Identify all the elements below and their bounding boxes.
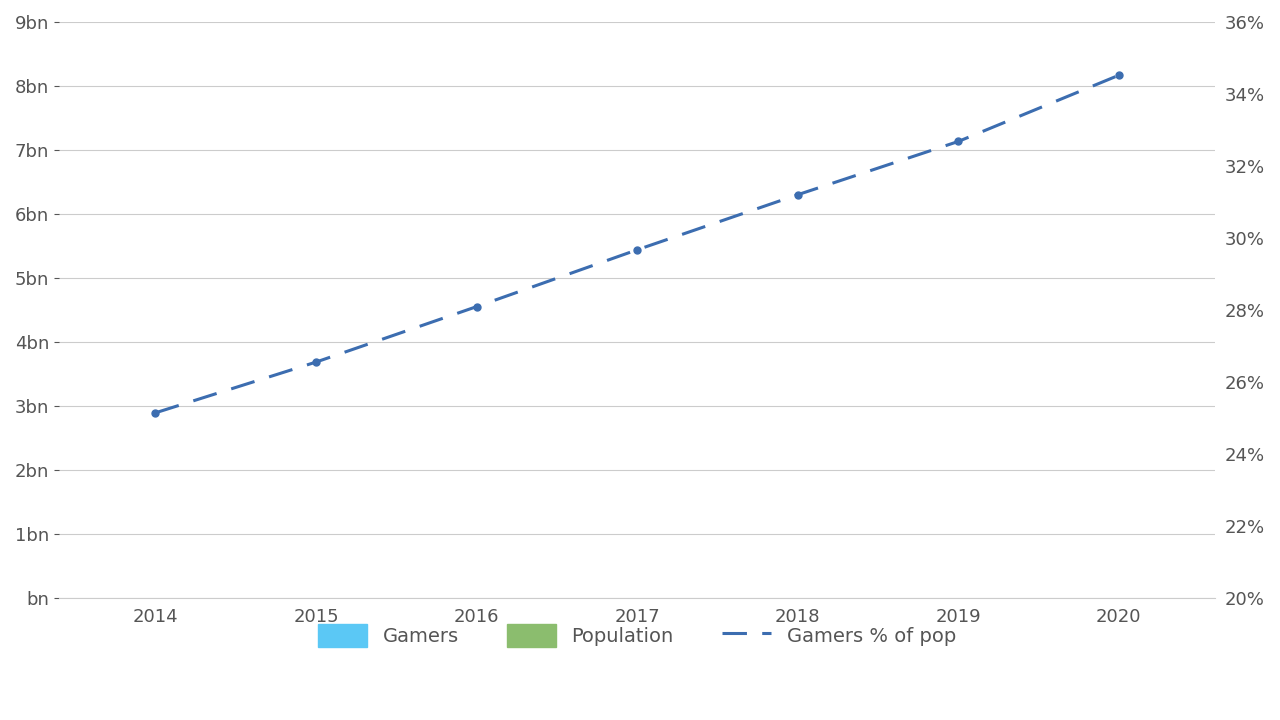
Legend: Gamers, Population, Gamers % of pop: Gamers, Population, Gamers % of pop	[308, 614, 965, 657]
